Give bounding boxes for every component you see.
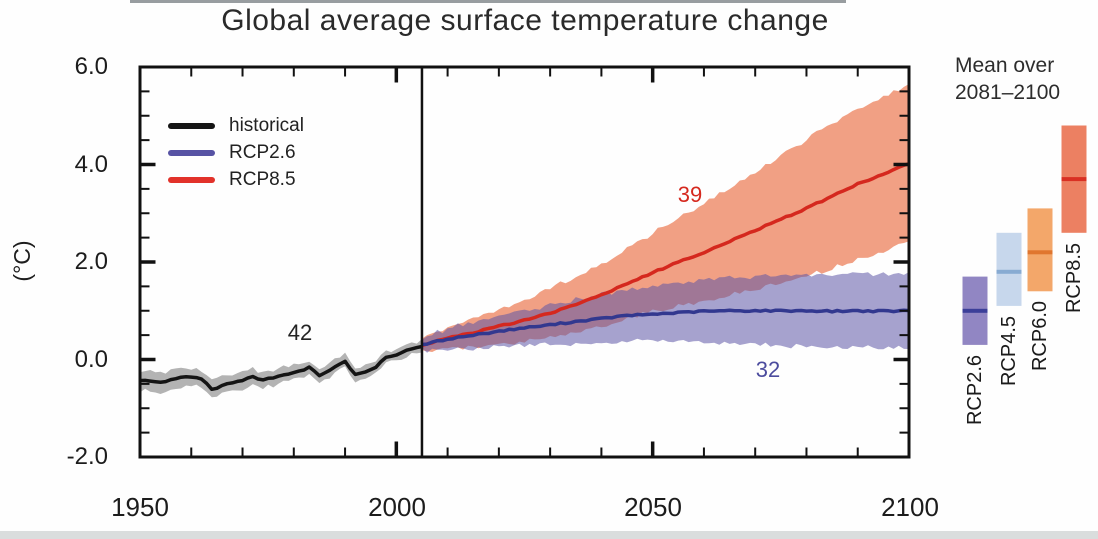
rcp85-line-swatch: [168, 176, 215, 183]
rcp26-line-swatch: [168, 149, 215, 156]
y-tick-label-6: 6.0: [74, 53, 108, 80]
RCP8.5-uncertainty-band: [422, 84, 908, 352]
historical-uncertainty-band: [141, 338, 422, 398]
side-panel-heading-line1: Mean over: [955, 54, 1055, 77]
legend: historical RCP2.6 RCP8.5: [168, 112, 304, 193]
side-bar-label-rcp26: RCP2.6: [964, 354, 986, 425]
chart-title: Global average surface temperature chang…: [221, 4, 829, 37]
axis-minor-ticks: [141, 68, 908, 456]
side-bar-RCP8.5: [1061, 125, 1087, 233]
side-bar-label-rcp85: RCP8.5: [1063, 242, 1085, 313]
side-bar-RCP2.6: [962, 276, 988, 345]
side-panel-heading-line2: 2081–2100: [955, 81, 1061, 104]
legend-item-historical: historical: [168, 112, 304, 139]
x-tick-label-2050: 2050: [624, 492, 682, 522]
side-bar-label-rcp60: RCP6.0: [1029, 301, 1051, 372]
side-bar-RCP4.5: [996, 232, 1022, 306]
y-tick-label-neg2: -2.0: [66, 443, 108, 470]
y-tick-label-4: 4.0: [74, 151, 108, 178]
x-tick-label-1950: 1950: [111, 492, 169, 522]
model-count-rcp85: 39: [677, 182, 703, 207]
legend-label-historical: historical: [229, 114, 304, 136]
top-edge-artifact: [130, 0, 846, 3]
RCP8.5-mean-line: [421, 162, 908, 348]
axis-major-ticks: [141, 68, 908, 456]
legend-item-rcp85: RCP8.5: [168, 166, 304, 193]
legend-item-rcp26: RCP2.6: [168, 139, 304, 166]
side-bar-label-rcp45: RCP4.5: [998, 315, 1020, 386]
x-tick-label-2100: 2100: [881, 492, 939, 522]
legend-label-rcp85: RCP8.5: [229, 168, 296, 190]
model-count-rcp26: 32: [755, 357, 781, 382]
y-tick-label-2: 2.0: [74, 248, 108, 275]
bottom-edge-artifact: [0, 531, 1098, 539]
model-count-historical: 42: [287, 320, 313, 345]
plot-frame: [138, 65, 911, 459]
RCP2.6-mean-line: [421, 308, 908, 347]
historical-line-swatch: [168, 122, 215, 129]
x-tick-label-2000: 2000: [368, 492, 426, 522]
side-bar-RCP6.0: [1027, 208, 1053, 292]
y-tick-label-0: 0.0: [74, 346, 108, 373]
historical-mean-line: [141, 344, 423, 392]
legend-label-rcp26: RCP2.6: [229, 141, 296, 163]
